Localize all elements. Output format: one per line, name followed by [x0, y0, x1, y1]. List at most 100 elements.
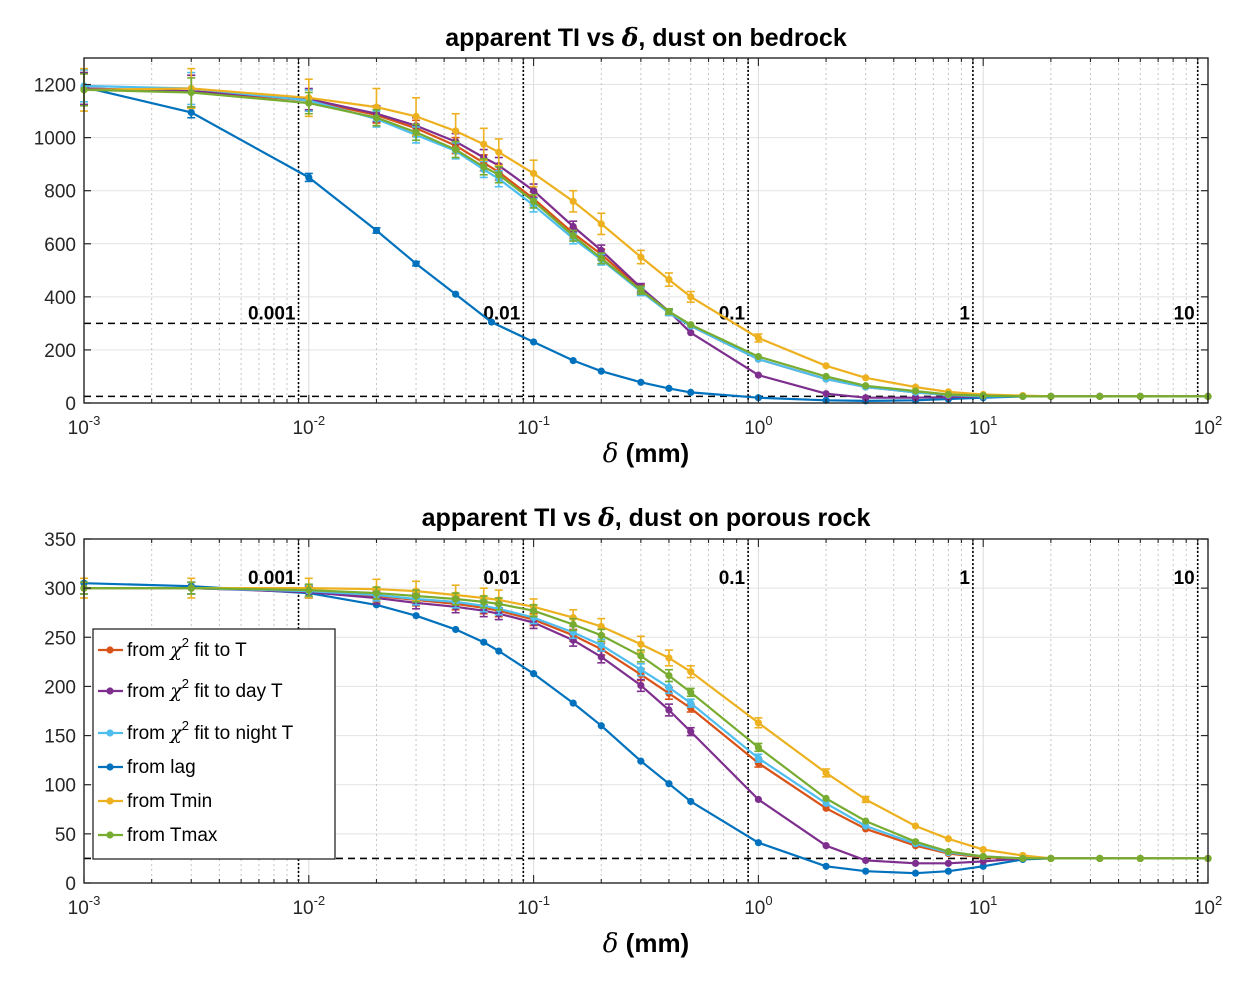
data-point-tmax: [754, 352, 763, 361]
x-tick-exponent: 2: [1215, 893, 1222, 908]
legend-swatch-marker: [106, 687, 114, 695]
data-point-tmax: [1047, 854, 1055, 863]
x-tick-exponent: 0: [765, 413, 772, 428]
data-point-lag: [569, 699, 577, 707]
data-point-tmin: [597, 220, 605, 228]
x-tick-base: 10: [969, 898, 990, 919]
data-point-tmin: [944, 835, 952, 843]
x-tick-label: 100: [744, 413, 772, 439]
data-point-tmin: [495, 148, 503, 156]
data-point-lag: [754, 839, 763, 847]
data-point-lag: [372, 601, 381, 609]
data-point-tmax: [305, 99, 313, 107]
data-point-day: [597, 653, 605, 661]
data-point-tmax: [822, 794, 830, 803]
y-tick-label: 1200: [34, 76, 76, 97]
data-point-lag: [412, 260, 420, 268]
data-point-day: [911, 394, 920, 402]
x-tick-label: 100: [744, 893, 772, 919]
data-point-tmax: [1136, 854, 1144, 863]
y-tick-label: 150: [44, 727, 76, 748]
chart-title: apparent TI vs δ, dust on bedrock: [445, 23, 847, 52]
data-point-day: [530, 187, 538, 195]
data-point-tmax: [637, 286, 645, 294]
data-point-lag: [911, 869, 920, 877]
legend-entry-tmax: from Tmax: [127, 825, 218, 846]
x-tick-base: 10: [292, 418, 313, 439]
y-tick-label: 800: [44, 182, 76, 203]
y-tick-label: 1000: [34, 129, 76, 150]
legend-swatch-marker: [106, 646, 114, 654]
data-point-tmin: [862, 374, 870, 382]
legend-symbol: χ: [168, 722, 183, 744]
data-point-lag: [944, 867, 952, 875]
data-point-tmax: [569, 620, 577, 629]
x-tick-exponent: -2: [314, 413, 326, 428]
legend-suffix: fit to day T: [189, 681, 283, 702]
data-point-tmax: [597, 254, 605, 262]
data-point-tmax: [687, 321, 695, 329]
legend-swatch-marker: [106, 729, 114, 737]
data-point-tmax: [862, 382, 870, 390]
data-point-tmax: [1019, 392, 1027, 400]
data-point-tmax: [372, 114, 381, 122]
data-point-tmax: [1047, 392, 1055, 400]
data-point-day: [687, 329, 695, 337]
data-point-tmax: [412, 128, 420, 136]
data-point-tmax: [495, 600, 503, 608]
x-tick-base: 10: [969, 418, 990, 439]
y-axis: 0 50 100 150 200 250 300 350: [44, 530, 1208, 895]
y-tick-label: 0: [65, 394, 76, 415]
annotation-label: 0.01: [483, 568, 520, 589]
data-point-tmin: [754, 719, 763, 727]
x-tick-exponent: 1: [990, 893, 997, 908]
data-point-lag: [452, 625, 460, 634]
plot-area: [84, 58, 1208, 403]
annotation-label: 0.001: [248, 568, 296, 589]
title-symbol: δ: [621, 23, 639, 52]
data-point-tmax: [530, 197, 538, 205]
data-point-lag: [687, 388, 695, 396]
data-point-lag: [495, 647, 503, 655]
x-tick-label: 102: [1194, 893, 1222, 919]
data-point-tmin: [530, 169, 538, 178]
legend-prefix: from: [127, 723, 170, 744]
data-point-tmax: [480, 598, 488, 606]
data-point-tmax: [911, 838, 920, 846]
data-point-lag: [530, 338, 538, 346]
data-point-night: [665, 683, 673, 692]
x-axis-unit: (mm): [618, 928, 689, 958]
data-point-tmax: [687, 688, 695, 696]
axes-box: [83, 57, 1209, 404]
data-point-day: [569, 222, 577, 231]
x-tick-exponent: -1: [538, 413, 550, 428]
y-tick-label: 350: [44, 530, 76, 551]
data-point-night: [597, 641, 605, 649]
data-point-tmax: [597, 631, 605, 639]
annotation-label: 0.1: [719, 568, 746, 589]
data-point-day: [911, 859, 920, 867]
data-point-night: [637, 666, 645, 674]
data-point-lag: [665, 780, 673, 788]
legend-swatch-marker: [106, 797, 114, 805]
chart-panel-2: 0.001 0.01 0.1 1 1005010015020025030035010-3…: [44, 503, 1222, 959]
y-tick-label: 300: [44, 579, 76, 600]
title-text: , dust on porous rock: [615, 504, 871, 532]
series-group: [80, 67, 1212, 405]
data-point-tmax: [305, 586, 313, 594]
x-axis-label: δ (mm): [603, 438, 689, 469]
annotation-label: 1: [959, 568, 970, 589]
x-tick-base: 10: [1194, 418, 1215, 439]
data-point-day: [944, 859, 952, 867]
data-point-tmax: [944, 847, 952, 856]
data-point-tmax: [1136, 392, 1144, 400]
x-tick-exponent: 2: [1215, 413, 1222, 428]
data-point-day: [637, 681, 645, 690]
x-tick-base: 10: [517, 898, 538, 919]
y-tick-label: 200: [44, 677, 76, 698]
data-point-tmax: [452, 145, 460, 154]
x-tick-exponent: -1: [538, 893, 550, 908]
data-point-lag: [452, 290, 460, 298]
